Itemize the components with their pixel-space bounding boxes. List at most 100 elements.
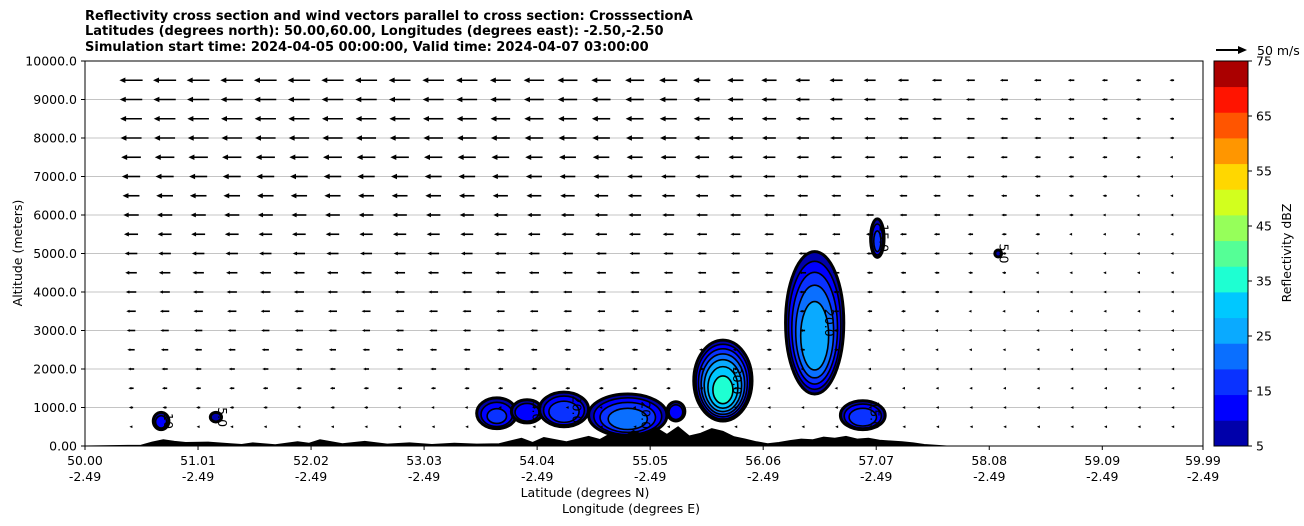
wind-arrow-1-9	[431, 406, 435, 409]
wind-arrow-0-30	[1137, 425, 1141, 429]
wind-arrow-4-29	[1103, 348, 1107, 352]
x-tick-label-lat-3: 53.03	[406, 453, 442, 468]
wind-arrow-15-28	[1068, 136, 1075, 140]
wind-arrow-16-29	[1101, 117, 1108, 121]
wind-arrow-0-9	[431, 425, 435, 429]
wind-arrow-17-30	[1135, 98, 1141, 101]
wind-arrow-7-30	[1137, 290, 1141, 294]
wind-arrow-13-13	[559, 174, 576, 179]
wind-arrow-13-17	[694, 174, 709, 179]
wind-arrow-6-25	[968, 309, 972, 313]
wind-arrow-14-31	[1169, 155, 1173, 159]
wind-arrow-1-14	[599, 406, 603, 409]
wind-arrow-8-29	[1103, 271, 1107, 275]
wind-arrow-15-31	[1169, 136, 1174, 140]
x-tick-label-lon-8: -2.49	[973, 469, 1005, 484]
wind-arrow-11-10	[459, 212, 474, 218]
wind-arrow-5-7	[362, 329, 371, 332]
y-tick-label-2: 2000.0	[33, 362, 77, 377]
colorbar-bin-3	[1214, 343, 1248, 370]
wind-arrow-12-29	[1102, 194, 1107, 198]
wind-arrow-9-10	[460, 251, 473, 256]
wind-arrow-7-5	[293, 290, 304, 294]
wind-arrow-14-25	[966, 155, 975, 159]
wind-arrow-9-23	[900, 252, 907, 255]
wind-arrow-4-8	[396, 348, 404, 352]
wind-arrow-16-24	[932, 117, 942, 121]
wind-arrow-15-1	[154, 135, 176, 141]
wind-arrow-17-9	[422, 96, 444, 103]
wind-arrow-14-15	[626, 154, 643, 160]
wind-arrow-5-10	[462, 329, 471, 332]
y-axis-label: Altitude (meters)	[10, 200, 25, 307]
wind-arrow-7-24	[934, 290, 940, 294]
wind-arrow-5-1	[160, 329, 169, 332]
wind-arrow-6-15	[630, 309, 639, 313]
wind-arrow-8-23	[900, 271, 906, 275]
wind-arrow-12-9	[425, 193, 442, 199]
wind-arrow-0-6	[330, 425, 334, 429]
wind-arrow-4-10	[463, 348, 471, 352]
wind-arrow-11-30	[1136, 213, 1140, 217]
wind-arrow-17-8	[389, 96, 411, 103]
wind-arrow-18-3	[220, 77, 244, 83]
wind-arrow-15-22	[864, 136, 876, 140]
wind-arrow-16-11	[490, 116, 511, 122]
wind-arrow-16-10	[456, 116, 477, 122]
wind-arrow-1-17	[700, 406, 704, 409]
wind-arrow-9-25	[967, 252, 973, 255]
wind-arrow-1-3	[229, 406, 234, 409]
wind-arrow-12-4	[257, 193, 274, 199]
wind-arrow-6-28	[1069, 309, 1073, 313]
wind-arrow-9-7	[359, 251, 373, 256]
wind-arrow-7-7	[360, 290, 372, 294]
x-tick-label-lon-10: -2.49	[1187, 469, 1219, 484]
wind-arrow-15-5	[288, 135, 310, 141]
wind-arrow-7-15	[630, 290, 639, 294]
x-tick-label-lon-1: -2.49	[182, 469, 214, 484]
wind-arrow-8-2	[192, 270, 204, 275]
wind-arrow-0-7	[364, 425, 368, 429]
wind-arrow-13-9	[424, 173, 442, 180]
wind-arrow-11-9	[425, 212, 441, 218]
wind-arrow-18-6	[321, 77, 344, 83]
wind-arrow-11-23	[899, 213, 907, 217]
wind-arrow-15-23	[898, 136, 909, 140]
wind-arrow-2-30	[1137, 386, 1141, 390]
wind-arrow-6-17	[698, 309, 706, 313]
wind-arrow-18-26	[999, 78, 1008, 82]
wind-arrow-15-25	[966, 136, 975, 140]
y-tick-label-9: 9000.0	[33, 92, 77, 107]
wind-arrow-4-15	[631, 348, 638, 352]
wind-arrow-1-1	[162, 406, 167, 409]
wind-arrow-18-15	[625, 77, 645, 83]
wind-arrow-4-13	[564, 348, 571, 352]
wind-arrow-13-25	[966, 175, 974, 178]
wind-arrow-0-23	[902, 425, 906, 429]
wind-arrow-8-7	[360, 271, 372, 275]
wind-arrow-8-22	[866, 271, 873, 275]
wind-arrow-3-31	[1171, 367, 1175, 371]
wind-arrow-12-2	[189, 193, 207, 199]
wind-arrow-17-26	[1000, 98, 1008, 101]
wind-arrow-13-20	[796, 174, 809, 179]
wind-arrow-0-28	[1070, 425, 1074, 429]
wind-arrow-0-25	[969, 425, 973, 429]
wind-arrow-0-12	[532, 425, 536, 429]
wind-arrow-12-5	[290, 193, 308, 199]
wind-arrow-2-25	[969, 386, 973, 390]
wind-arrow-15-4	[254, 135, 276, 141]
wind-arrow-14-13	[558, 154, 576, 160]
wind-arrow-13-6	[323, 173, 342, 180]
wind-arrow-5-23	[901, 329, 905, 332]
wind-arrow-4-2	[194, 348, 202, 352]
y-tick-label-7: 7000.0	[33, 169, 77, 184]
wind-arrow-3-0	[127, 367, 135, 371]
wind-arrow-18-14	[591, 77, 611, 83]
wind-arrow-9-0	[124, 251, 138, 256]
wind-arrow-12-18	[729, 193, 742, 198]
wind-arrow-17-13	[557, 96, 578, 103]
wind-arrow-15-3	[221, 135, 243, 141]
wind-arrow-6-29	[1103, 309, 1107, 313]
wind-arrow-0-13	[566, 425, 570, 429]
